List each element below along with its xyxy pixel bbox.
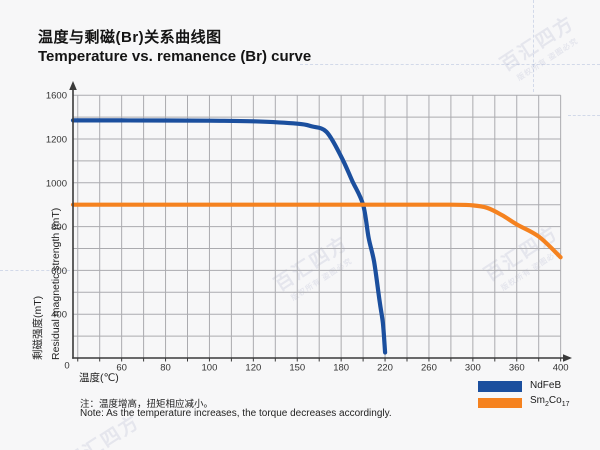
note-text-zh: 注：温度增高，扭矩相应减小。 (80, 399, 214, 410)
x-tick-label: 180 (333, 363, 349, 374)
y-axis-label-zh: 剩磁强度(mT) (31, 296, 44, 360)
sm2co17-curve (70, 202, 563, 260)
legend-label: Sm2Co17 (530, 395, 570, 409)
legend-label: NdFeB (530, 380, 562, 392)
legend-swatch-ndfeb (478, 381, 522, 392)
x-tick-label: 80 (160, 363, 171, 374)
y-tick-label: 800 (51, 222, 67, 233)
legend-swatch-sm2co17 (478, 397, 522, 409)
x-tick-label: 120 (245, 363, 261, 374)
y-tick-label: 1200 (46, 135, 67, 146)
x-tick-label: 400 (553, 363, 569, 374)
legend-item-sm2co17: Sm2Co17 (478, 396, 570, 410)
page-title-zh: 温度与剩磁(Br)关系曲线图 (38, 29, 222, 46)
x-axis-ticks (77, 358, 562, 362)
x-tick-label: 150 (289, 363, 305, 374)
y-axis-label-en: Residual magnetic strength (mT) (50, 208, 62, 360)
x-tick-label: 220 (377, 363, 393, 374)
grid-lines (73, 94, 562, 358)
legend-item-ndfeb: NdFeB (478, 381, 570, 392)
y-tick-label: 1000 (46, 178, 67, 189)
x-tick-label: 360 (509, 363, 525, 374)
ndfeb-curve (70, 118, 388, 355)
y-axis-arrow-icon (69, 81, 77, 90)
chart-legend: NdFeB Sm2Co17 (478, 381, 570, 410)
y-tick-label: 600 (51, 266, 67, 277)
x-tick-label: 100 (202, 363, 218, 374)
x-tick-label: 300 (465, 363, 481, 374)
x-tick-label: 260 (421, 363, 437, 374)
y-tick-label: 1600 (46, 91, 67, 102)
x-axis-arrow-icon (563, 354, 572, 362)
y-tick-label: 400 (51, 310, 67, 321)
x-tick-label: 60 (116, 363, 127, 374)
page-title-en: Temperature vs. remanence (Br) curve (38, 48, 312, 65)
x-axis-label: 温度(℃) (79, 372, 119, 384)
note-text-en: Note: As the temperature increases, the … (80, 408, 392, 419)
origin-tick-label: 0 (64, 361, 69, 372)
